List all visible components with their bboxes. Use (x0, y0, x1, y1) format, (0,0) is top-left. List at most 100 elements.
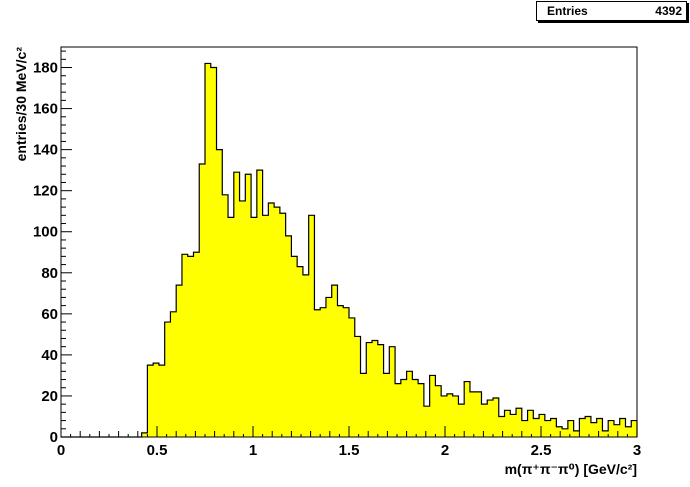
histogram-bin (245, 174, 252, 437)
histogram-bin (349, 317, 356, 437)
y-tick-label: 40 (41, 347, 58, 364)
x-tick-label: 0 (57, 442, 65, 459)
histogram-bin (493, 398, 500, 437)
histogram-bin (539, 414, 546, 437)
y-axis-title: entries/30 MeV/c² (13, 47, 29, 162)
tick-labels: 0 0.5 1 1.5 2 2.5 3 0 20 40 60 80 100 120 140 160 180 (33, 60, 641, 459)
y-tick-label: 140 (33, 142, 58, 159)
x-axis-title: m(π⁺π⁻π⁰) [GeV/c²] (505, 461, 637, 477)
histogram-bin (585, 416, 592, 437)
histogram-bin (187, 256, 194, 437)
histogram-bin (435, 385, 442, 437)
histogram-bin (176, 285, 183, 437)
histogram-bin (216, 149, 223, 437)
histogram-bin (274, 207, 281, 437)
histogram-bin (389, 346, 396, 437)
histogram-bin (469, 391, 477, 437)
histogram-bin (141, 432, 148, 437)
histogram-bin (441, 395, 448, 437)
histogram-bin (205, 63, 212, 437)
histogram-bin (412, 379, 419, 437)
histogram-bin (464, 381, 471, 437)
histogram-bin (279, 213, 286, 437)
histogram-bin (619, 418, 626, 437)
x-tick-label: 0.5 (147, 442, 168, 459)
histogram-bin (533, 418, 540, 437)
histogram-bin (504, 410, 511, 437)
y-tick-label: 20 (41, 388, 58, 405)
histogram-bin (291, 256, 298, 437)
histogram-bin (608, 420, 615, 437)
histogram-bin (395, 383, 402, 437)
histogram-bin (343, 307, 350, 437)
histogram-bin (158, 365, 165, 437)
stats-entries-value: 4392 (655, 4, 682, 18)
histogram-bin (256, 170, 263, 437)
histogram-bin (354, 336, 361, 437)
histogram-bin (400, 379, 407, 437)
histogram-bin (228, 217, 235, 437)
histogram-bin (233, 172, 240, 438)
histogram-bin (377, 344, 384, 437)
histogram-bin (602, 430, 609, 437)
histogram-bin (383, 373, 390, 437)
histogram-bin (181, 254, 189, 437)
histogram-bin (613, 424, 621, 437)
histogram-bin (498, 416, 505, 437)
histogram-bin (429, 375, 436, 437)
axis-ticks (60, 50, 638, 438)
histogram-bin (320, 307, 327, 437)
histogram-bin (544, 420, 551, 437)
stats-entries-label: Entries (547, 4, 588, 18)
histogram-bin (302, 274, 309, 437)
histogram-bin (170, 311, 177, 437)
histogram-bin (285, 235, 292, 437)
histogram-bin (360, 373, 367, 437)
histogram-bin (510, 414, 517, 437)
histogram-bin (193, 252, 200, 437)
y-tick-label: 120 (33, 183, 58, 200)
histogram-bin (475, 391, 482, 437)
stats-box: Entries 4392 (536, 1, 687, 21)
histogram-bin (516, 408, 523, 437)
histogram-bin (164, 322, 171, 437)
histogram-bin (625, 426, 632, 437)
histogram-bin (337, 305, 344, 437)
histogram-bin (262, 215, 269, 437)
histogram-bin (573, 430, 580, 437)
histogram-bin (527, 410, 534, 437)
y-tick-label: 160 (33, 101, 58, 118)
histogram-bin (239, 200, 246, 437)
histogram-bin (567, 420, 574, 437)
histogram-bin (147, 365, 154, 437)
histogram-bin (579, 418, 586, 437)
histogram-bin (550, 418, 557, 437)
histogram-bin (372, 340, 379, 437)
y-tick-label: 80 (41, 265, 58, 282)
histogram-bin (452, 395, 459, 437)
x-tick-label: 1 (249, 442, 257, 459)
histogram-bin (590, 422, 597, 437)
x-tick-label: 3 (633, 442, 641, 459)
y-tick-label: 180 (33, 60, 58, 77)
histogram-bin (406, 371, 413, 437)
histogram-bin (325, 297, 333, 437)
histogram-bin (596, 418, 603, 437)
y-tick-label: 0 (50, 429, 58, 446)
x-tick-label: 1.5 (339, 442, 360, 459)
histogram-outline (61, 62, 638, 438)
histogram-bin (153, 363, 160, 437)
histogram-bin (366, 342, 373, 437)
histogram-bin (481, 404, 488, 437)
histogram-bin (556, 426, 563, 437)
x-tick-label: 2.5 (531, 442, 552, 459)
histogram-bars (141, 63, 638, 438)
x-tick-label: 2 (441, 442, 449, 459)
histogram-bin (210, 67, 217, 438)
histogram-bin (521, 420, 528, 437)
histogram-bin (314, 309, 321, 437)
histogram-bin (251, 217, 258, 437)
histogram-bin (331, 285, 338, 437)
histogram-bin (222, 194, 229, 437)
